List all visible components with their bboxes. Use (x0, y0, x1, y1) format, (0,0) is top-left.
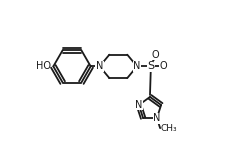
Text: O: O (152, 50, 160, 60)
Text: N: N (133, 61, 141, 71)
Text: S: S (147, 61, 154, 71)
Text: HO: HO (36, 61, 51, 71)
Text: O: O (159, 61, 167, 71)
Text: N: N (153, 113, 161, 123)
Text: CH₃: CH₃ (161, 124, 177, 133)
Text: N: N (96, 61, 103, 71)
Text: N: N (135, 100, 143, 110)
